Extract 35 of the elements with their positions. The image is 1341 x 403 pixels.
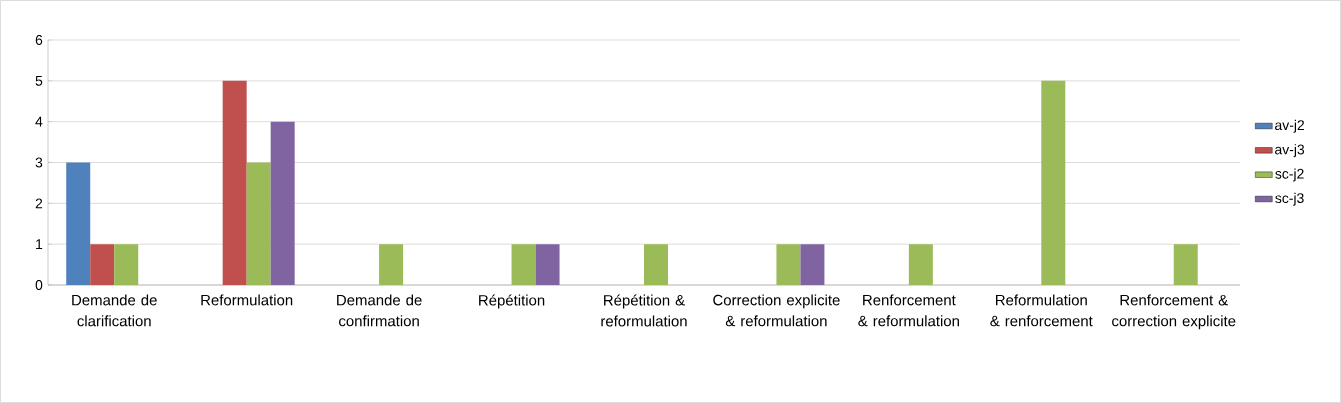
bar bbox=[800, 244, 825, 285]
bar bbox=[246, 162, 271, 285]
y-tick-label: 2 bbox=[35, 198, 43, 209]
x-tick-label: Demande de confirmation bbox=[337, 294, 422, 327]
y-tick-label: 4 bbox=[35, 116, 43, 127]
x-tick-label: Reformulation & renforcement bbox=[990, 294, 1093, 327]
legend-label: sc-j3 bbox=[1275, 192, 1304, 206]
x-tick-label: Reformulation bbox=[201, 294, 293, 306]
y-tick-label: 3 bbox=[35, 157, 43, 168]
legend-label: sc-j2 bbox=[1275, 168, 1304, 182]
bar bbox=[270, 121, 295, 285]
bar bbox=[535, 244, 560, 285]
bar bbox=[776, 244, 801, 285]
x-tick-label: Correction explicite & reformulation bbox=[713, 294, 840, 327]
bar bbox=[379, 244, 404, 285]
bar bbox=[1041, 80, 1066, 285]
x-tick-label: Demande de clarification bbox=[72, 294, 157, 327]
bar bbox=[66, 162, 91, 285]
bar bbox=[511, 244, 536, 285]
x-tick-label: Renforcement & correction explicite bbox=[1112, 294, 1236, 330]
x-tick-label: Répétition & reformulation bbox=[601, 294, 687, 327]
y-tick-label: 5 bbox=[35, 75, 43, 86]
y-tick-label: 6 bbox=[35, 35, 43, 45]
bar bbox=[1173, 244, 1198, 285]
y-tick-label: 0 bbox=[35, 280, 43, 290]
bar bbox=[114, 244, 139, 285]
legend-label: av-j2 bbox=[1275, 119, 1304, 133]
bar bbox=[643, 244, 668, 285]
x-tick-label: Renforcement & reformulation bbox=[858, 294, 959, 327]
bar bbox=[908, 244, 933, 285]
legend-label: av-j3 bbox=[1275, 144, 1305, 158]
y-tick-label: 1 bbox=[36, 239, 43, 249]
bar bbox=[222, 80, 247, 285]
x-tick-label: Répétition bbox=[479, 294, 545, 309]
bar bbox=[90, 244, 115, 285]
